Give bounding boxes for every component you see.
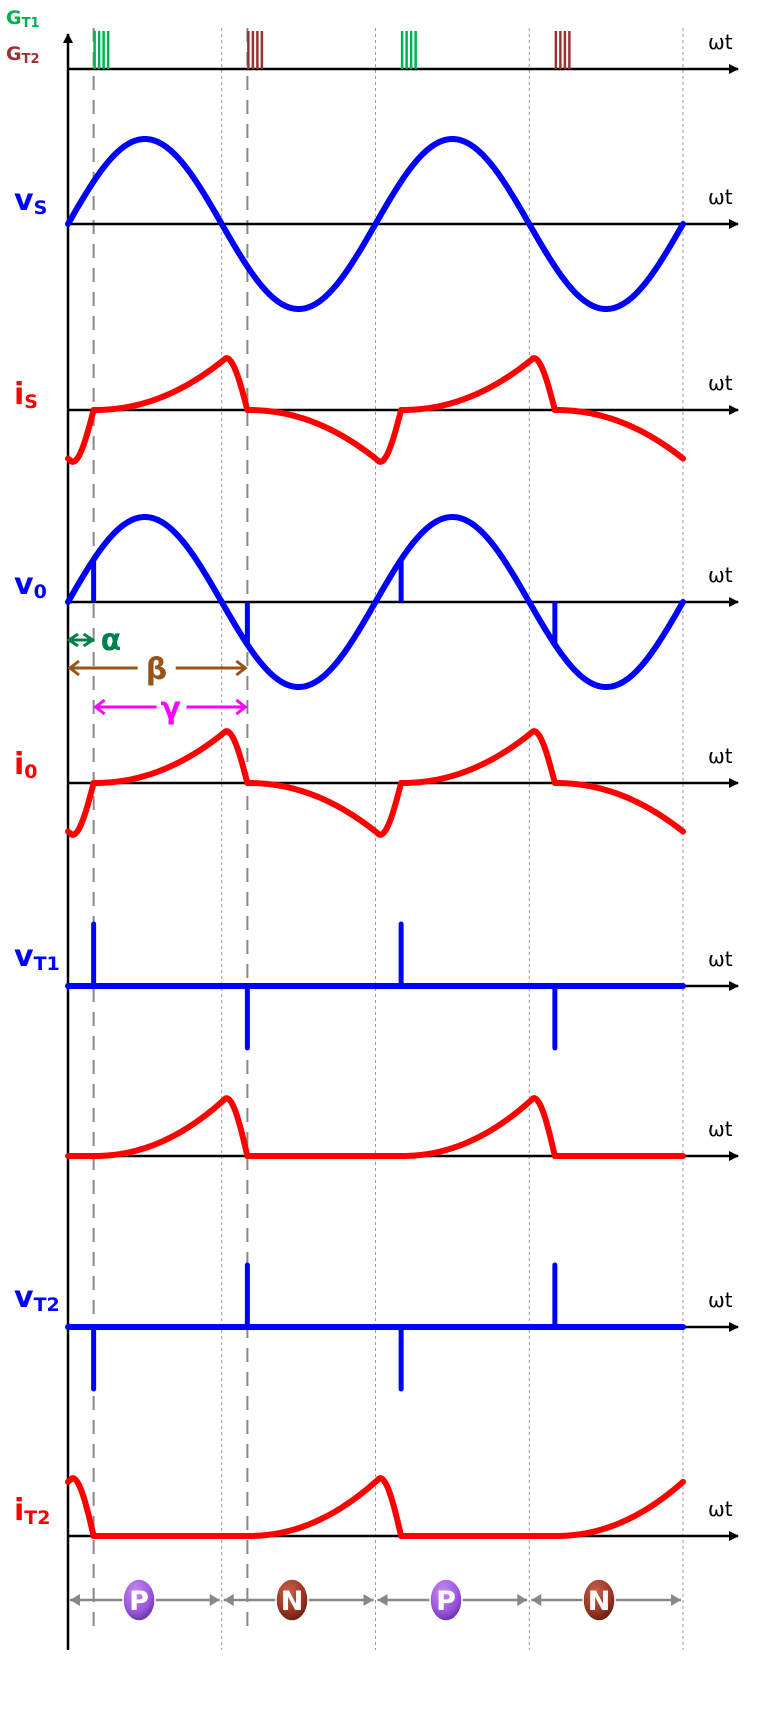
row-label-main: v	[14, 1280, 34, 1315]
region-arrow-head	[531, 1594, 542, 1606]
row-label-v0: v0	[14, 567, 47, 603]
region-badge-n: N	[582, 1578, 616, 1622]
guide-lines	[92, 28, 684, 1650]
row-label-sub: S	[34, 197, 48, 219]
omega-t-label: ωt	[708, 947, 733, 971]
row-label-i0: i0	[14, 747, 38, 783]
region-arrow-head	[377, 1594, 388, 1606]
waveform-vo	[65, 514, 686, 690]
region-badge-circle	[582, 1578, 616, 1622]
omega-t-label: ωt	[708, 1497, 733, 1521]
omega-t-label: ωt	[708, 744, 733, 768]
region-badge-p: P	[429, 1578, 463, 1622]
region-badge-circle	[275, 1578, 309, 1622]
row-label-main: i	[14, 747, 24, 782]
row-label-sub: T2	[34, 1294, 60, 1316]
row-label-main: v	[14, 183, 34, 218]
row-label-main: v	[14, 567, 34, 602]
row-label-vt2: vT2	[14, 1280, 60, 1316]
waveform-it2	[65, 1475, 686, 1539]
gamma-arrow-head	[93, 698, 106, 716]
row-label-it2: iT2	[14, 1493, 50, 1529]
gamma-label: γ	[161, 691, 181, 726]
row-label-vs: vS	[14, 183, 47, 219]
row-label-vt1: vT1	[14, 939, 60, 975]
omega-t-label: ωt	[708, 1288, 733, 1312]
omega-t-label: ωt	[708, 371, 733, 395]
waveforms	[65, 31, 686, 1539]
row-label-sub: 0	[34, 581, 47, 603]
region-badge-n: N	[275, 1578, 309, 1622]
region-arrow-head	[70, 1594, 80, 1606]
row-label-sub: T1	[34, 953, 60, 975]
row-label-sub: T2	[24, 1507, 50, 1529]
alpha-arrow-head	[82, 632, 96, 648]
row-label-sub: 0	[24, 761, 37, 783]
region-label: P	[129, 1586, 149, 1617]
region-arrow-head	[517, 1594, 528, 1606]
waveform-vs	[65, 136, 686, 312]
region-label: P	[436, 1586, 456, 1617]
region-arrow-head	[363, 1594, 374, 1606]
alpha-label: α	[101, 623, 122, 658]
waveform-io	[65, 728, 686, 838]
gamma-arrow-head	[235, 698, 248, 716]
region-label: N	[281, 1586, 304, 1617]
region-badge-circle	[122, 1578, 156, 1622]
waveform-it1	[65, 1095, 686, 1159]
beta-arrow-head	[67, 659, 80, 677]
omega-t-label: ωt	[708, 563, 733, 587]
region-arrow-head	[223, 1594, 234, 1606]
gate-label-t2: GT2	[6, 43, 40, 67]
gate-label-t1: GT1	[6, 7, 40, 31]
beta-label: β	[146, 652, 167, 687]
axes: ωt ωt ωt ωt ωt ωt ωt ωt ωt	[63, 30, 739, 1650]
row-label-main: i	[14, 377, 24, 412]
angle-annotations: αβγ	[66, 623, 248, 726]
region-badge-circle	[429, 1578, 463, 1622]
region-label: N	[588, 1586, 611, 1617]
beta-arrow-head	[235, 659, 248, 677]
row-label-main: i	[14, 1493, 24, 1528]
waveform-is	[65, 355, 686, 465]
region-arrow-head	[209, 1594, 220, 1606]
row-label-main: v	[14, 939, 34, 974]
row-label-sub: S	[24, 391, 38, 413]
region-badge-p: P	[122, 1578, 156, 1622]
omega-t-label: ωt	[708, 1117, 733, 1141]
alpha-arrow-head	[66, 632, 79, 648]
omega-t-label: ωt	[708, 30, 733, 54]
row-label-is: iS	[14, 377, 38, 413]
region-arrow-head	[671, 1594, 681, 1606]
omega-t-label: ωt	[708, 185, 733, 209]
